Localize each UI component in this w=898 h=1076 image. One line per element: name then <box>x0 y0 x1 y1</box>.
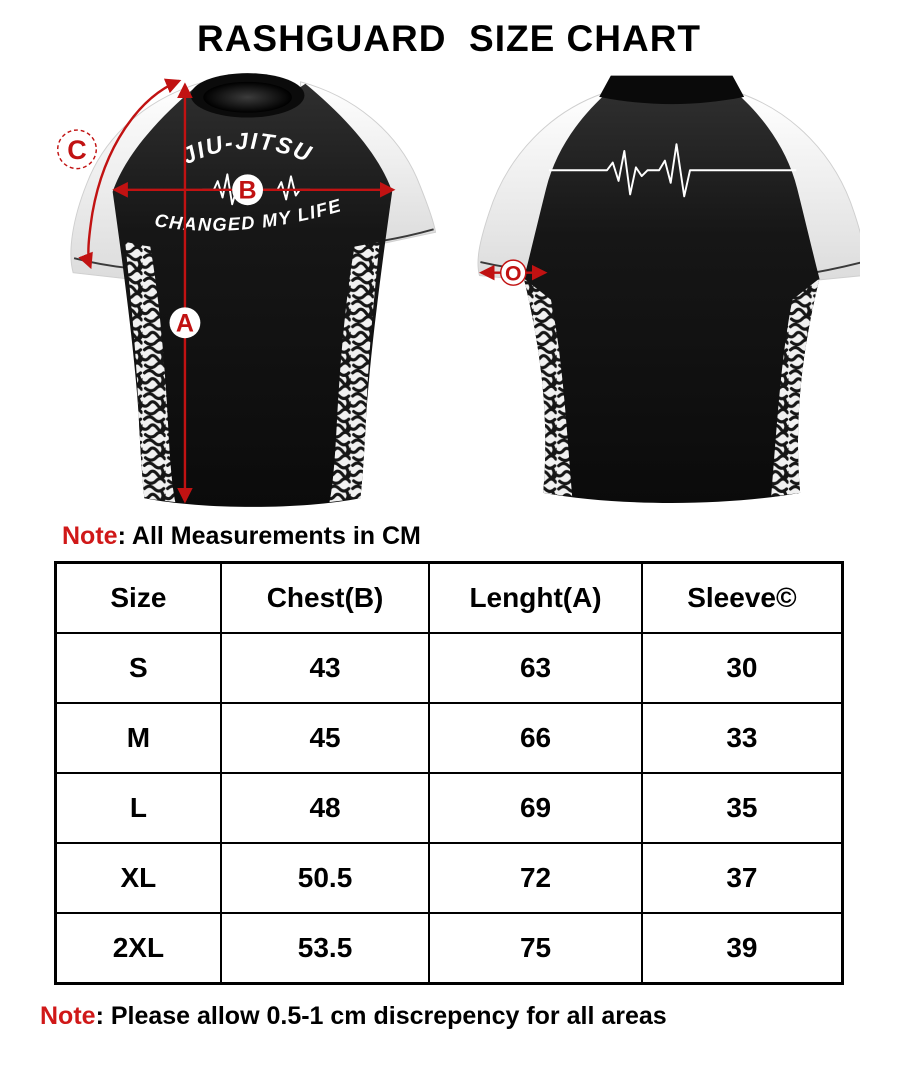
cell-sleeve: 30 <box>640 632 844 704</box>
cell-size: XL <box>54 842 222 914</box>
sleeve-measure-arc-c <box>78 78 182 270</box>
page-title: RASHGUARD SIZE CHART <box>196 18 702 59</box>
measurements-note-text: : All Measurements in CM <box>117 522 421 550</box>
back-torso <box>523 91 820 504</box>
front-shirt-illustration: JIU-JITSU CHANGED MY LIFE B A C <box>56 73 437 507</box>
cell-chest: 43 <box>219 632 431 704</box>
table-row: XL 50.5 72 37 <box>54 842 844 914</box>
chest-label-b: B <box>232 174 264 206</box>
table-row: M 45 66 33 <box>54 702 844 774</box>
sleeve-label-c: C <box>56 129 97 170</box>
front-right-side-pattern <box>329 241 380 503</box>
svg-text:B: B <box>239 176 257 204</box>
length-label-a: A <box>169 307 201 339</box>
size-table-header-row: Size Chest(B) Lenght(A) Sleeve© <box>54 561 844 634</box>
cell-chest: 48 <box>219 772 431 844</box>
table-row: S 43 63 30 <box>54 632 844 704</box>
cell-sleeve: 33 <box>640 702 844 774</box>
back-left-side-pattern <box>523 278 573 497</box>
svg-text:C: C <box>67 135 86 165</box>
product-illustrations: JIU-JITSU CHANGED MY LIFE B A C <box>0 64 898 518</box>
cell-size: 2XL <box>54 912 222 985</box>
cell-size: L <box>54 772 222 844</box>
size-table: Size Chest(B) Lenght(A) Sleeve© S 43 63 … <box>54 561 844 985</box>
cell-length: 66 <box>428 702 643 774</box>
cell-sleeve: 35 <box>640 772 844 844</box>
discrepancy-note-label: Note <box>40 1002 96 1030</box>
discrepancy-note-text: : Please allow 0.5-1 cm discrepency for … <box>95 1002 667 1030</box>
cell-size: S <box>54 632 222 704</box>
cell-chest: 50.5 <box>219 842 431 914</box>
back-heartbeat-print <box>548 143 797 198</box>
measurements-note-label: Note <box>62 522 118 550</box>
col-header-sleeve: Sleeve© <box>640 561 844 634</box>
svg-text:A: A <box>176 309 194 337</box>
cell-sleeve: 37 <box>640 842 844 914</box>
cell-size: M <box>54 702 222 774</box>
cuff-label-o: O <box>499 259 527 286</box>
col-header-chest: Chest(B) <box>219 561 431 634</box>
table-row: 2XL 53.5 75 39 <box>54 912 844 985</box>
col-header-size: Size <box>54 561 222 634</box>
cell-chest: 53.5 <box>219 912 431 985</box>
cell-sleeve: 39 <box>640 912 844 985</box>
cell-length: 63 <box>428 632 643 704</box>
col-header-length: Lenght(A) <box>428 561 643 634</box>
measurements-note: Note: All Measurements in CM <box>62 522 898 551</box>
front-left-side-pattern <box>125 241 176 503</box>
back-shirt-illustration: O <box>477 75 860 504</box>
table-row: L 48 69 35 <box>54 772 844 844</box>
back-collar <box>599 75 745 105</box>
back-right-side-pattern <box>771 278 820 497</box>
cell-length: 72 <box>428 842 643 914</box>
cell-length: 69 <box>428 772 643 844</box>
svg-text:O: O <box>505 261 522 285</box>
cell-length: 75 <box>428 912 643 985</box>
cell-chest: 45 <box>219 702 431 774</box>
front-collar-opening <box>203 81 292 113</box>
discrepancy-note: Note: Please allow 0.5-1 cm discrepency … <box>40 1002 898 1031</box>
